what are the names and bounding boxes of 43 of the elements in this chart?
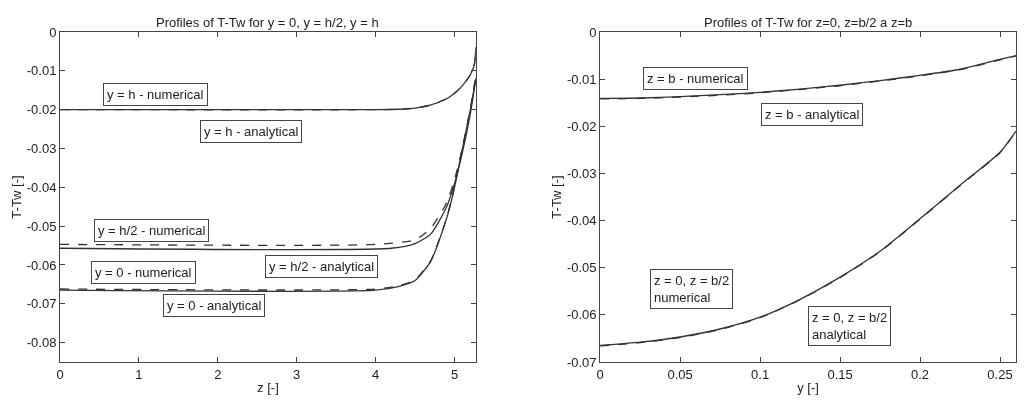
y-tick-label: -0.04 xyxy=(566,213,597,229)
annotation: z = b - analytical xyxy=(765,107,860,122)
x-tick-label: 0.15 xyxy=(827,366,853,382)
y-tick-label: -0.04 xyxy=(26,179,57,195)
y-axis-title: T-Tw [-] xyxy=(8,175,24,219)
x-tick-label: 2 xyxy=(214,366,222,382)
y-tick-label: -0.02 xyxy=(26,102,57,118)
y-axis-title: T-Tw [-] xyxy=(548,175,564,219)
annotation: z = 0, z = b/2 numerical xyxy=(654,273,730,305)
chart-title: Profiles of T-Tw for z=0, z=b/2 a z=b xyxy=(704,15,913,30)
x-tick-label: 4 xyxy=(372,366,380,382)
annotation: z = 0, z = b/2 analytical xyxy=(812,310,888,342)
x-tick-label: 0.1 xyxy=(751,366,770,382)
y-tick-label: -0.06 xyxy=(566,307,597,323)
x-tick-label: 5 xyxy=(450,366,459,382)
y-tick-label: -0.05 xyxy=(566,260,597,276)
y-tick-label: -0.01 xyxy=(566,71,597,87)
annotation: y = h/2 - numerical xyxy=(98,223,206,238)
x-axis-title: y [-] xyxy=(797,380,819,396)
x-tick-label: 0.25 xyxy=(987,366,1013,382)
x-tick-label: 1 xyxy=(135,366,143,382)
y-tick-label: 0 xyxy=(589,24,597,40)
y-tick-label: -0.06 xyxy=(26,257,57,273)
y-tick-label: -0.07 xyxy=(566,354,597,370)
y-tick-label: -0.07 xyxy=(26,296,57,312)
y-tick-label: -0.05 xyxy=(26,218,57,234)
annotation: y = h - analytical xyxy=(204,124,299,139)
x-tick-label: 3 xyxy=(293,366,301,382)
annotation: y = h/2 - analytical xyxy=(269,259,375,274)
annotation: y = 0 - numerical xyxy=(95,265,192,280)
x-axis-title: z [-] xyxy=(257,380,279,396)
annotation: z = b - numerical xyxy=(647,71,744,86)
y-tick-label: -0.08 xyxy=(26,335,57,351)
x-tick-label: 0.05 xyxy=(667,366,693,382)
y-tick-label: -0.02 xyxy=(566,118,597,134)
y-tick-label: -0.03 xyxy=(566,165,597,181)
annotation: y = h - numerical xyxy=(107,87,204,102)
annotation: y = 0 - analytical xyxy=(167,298,262,313)
y-tick-label: 0 xyxy=(49,24,57,40)
chart-title: Profiles of T-Tw for y = 0, y = h/2, y = h xyxy=(156,15,379,30)
x-tick-label: 0.2 xyxy=(910,366,930,382)
y-tick-label: -0.01 xyxy=(26,63,57,79)
y-tick-label: -0.03 xyxy=(26,141,57,157)
